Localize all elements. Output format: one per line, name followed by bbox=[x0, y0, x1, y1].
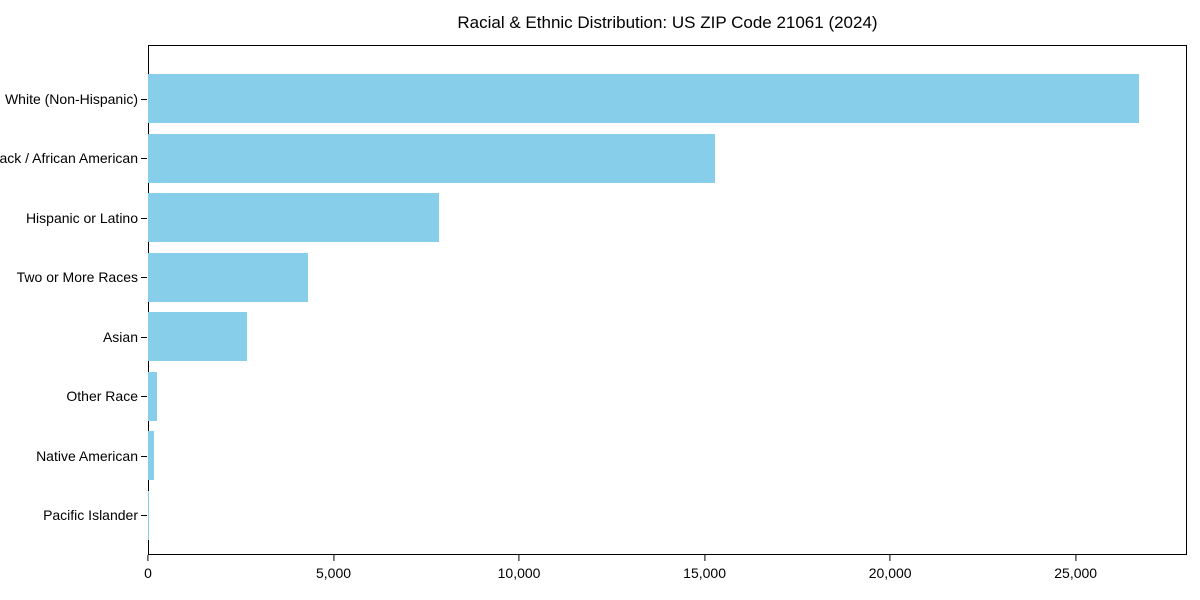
x-tick-label: 15,000 bbox=[683, 565, 727, 581]
category-label: Two or More Races bbox=[16, 269, 138, 286]
x-tick-label: 5,000 bbox=[316, 565, 352, 581]
chart-title: Racial & Ethnic Distribution: US ZIP Cod… bbox=[457, 13, 878, 32]
bar bbox=[148, 490, 150, 540]
bar bbox=[148, 312, 248, 362]
category-label: Hispanic or Latino bbox=[25, 209, 138, 226]
bar-row: Pacific Islander bbox=[43, 486, 1187, 546]
plot-area bbox=[148, 45, 1187, 555]
category-label: Pacific Islander bbox=[43, 507, 138, 524]
bar bbox=[148, 252, 308, 302]
bar-row: Asian bbox=[103, 307, 1187, 367]
x-tick bbox=[1075, 555, 1077, 561]
x-tick bbox=[889, 555, 891, 561]
bar-row: Other Race bbox=[66, 367, 1187, 427]
x-tick bbox=[704, 555, 706, 561]
y-tick bbox=[141, 158, 147, 160]
category-label: White (Non-Hispanic) bbox=[4, 90, 138, 107]
y-tick bbox=[141, 277, 147, 279]
category-label: Other Race bbox=[66, 388, 138, 405]
bar-row: Native American bbox=[36, 426, 1187, 486]
y-tick bbox=[141, 98, 147, 100]
bar bbox=[148, 74, 1139, 124]
x-tick-label: 20,000 bbox=[868, 565, 912, 581]
x-tick-label: 25,000 bbox=[1054, 565, 1098, 581]
x-tick-label: 10,000 bbox=[497, 565, 541, 581]
bar-row: Black / African American bbox=[0, 129, 1187, 189]
category-label: Native American bbox=[36, 447, 138, 464]
bar-row: Two or More Races bbox=[17, 248, 1187, 308]
x-tick-label: 0 bbox=[144, 565, 152, 581]
category-label: Asian bbox=[102, 328, 138, 345]
x-tick bbox=[518, 555, 520, 561]
y-tick bbox=[141, 396, 147, 398]
bar bbox=[148, 133, 715, 183]
bar-row: White (Non-Hispanic) bbox=[5, 69, 1187, 129]
category-label: Black / African American bbox=[0, 150, 138, 167]
x-axis: 0 5,000 10,000 15,000 20,000 25,000 bbox=[144, 555, 1187, 595]
bar-row: Hispanic or Latino bbox=[26, 188, 1187, 248]
x-tick bbox=[332, 555, 335, 561]
y-tick bbox=[141, 217, 147, 219]
bar bbox=[148, 431, 154, 481]
y-tick bbox=[141, 336, 147, 338]
y-tick bbox=[141, 455, 147, 457]
bar bbox=[148, 371, 157, 421]
x-tick bbox=[147, 555, 149, 561]
y-tick bbox=[141, 515, 147, 517]
bar bbox=[148, 193, 440, 243]
bar-rows: White (Non-Hispanic) Black / African Amer… bbox=[0, 45, 1187, 555]
